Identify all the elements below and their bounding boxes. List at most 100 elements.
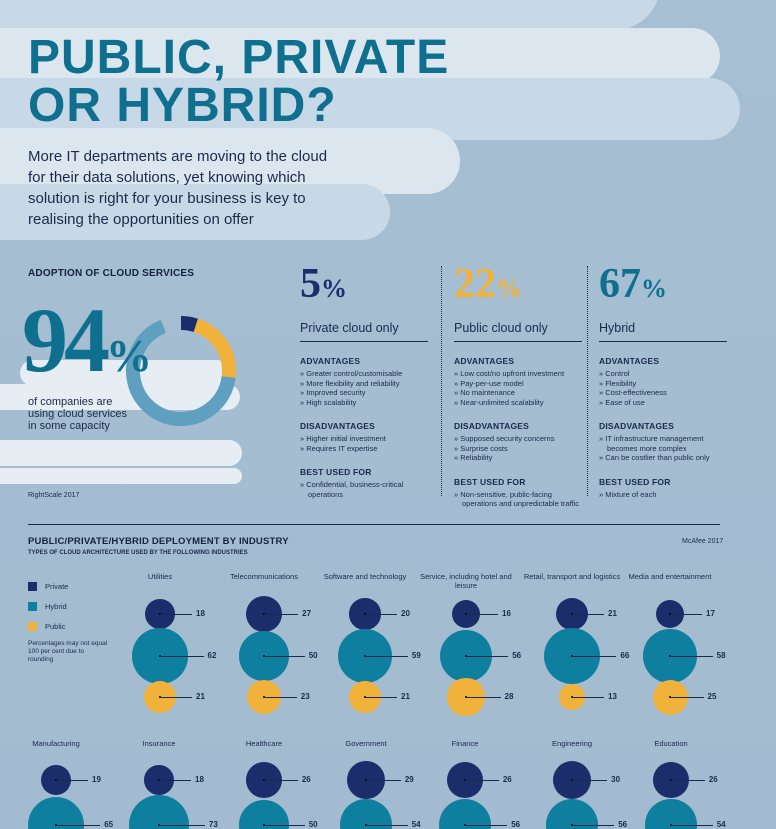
bubble-value: 54: [716, 820, 726, 829]
cloud-shape: [0, 184, 390, 240]
disadvantages-list: » IT infrastructure management becomes m…: [599, 434, 729, 463]
leader-line: [572, 697, 604, 698]
leader-line: [365, 656, 408, 657]
advantages-heading: ADVANTAGES: [300, 356, 361, 366]
industry-label: Finance: [451, 739, 479, 748]
bubble-private: [347, 761, 385, 799]
bubble-value: 18: [196, 609, 205, 618]
bubble-private: [40, 764, 72, 796]
bubble-center: [364, 823, 367, 826]
disadvantages-list: » Supposed security concerns» Surprise c…: [454, 434, 584, 463]
bubble-value: 17: [706, 609, 715, 618]
leader-line: [366, 825, 408, 826]
legend-label: Private: [45, 581, 69, 591]
bubble-center: [158, 612, 161, 615]
cloud-column-1: 22% Public cloud only ADVANTAGES » Low cost…: [454, 262, 584, 509]
leader-line: [671, 825, 713, 826]
list-item: » Improved security: [300, 388, 366, 397]
bubble-center: [570, 695, 573, 698]
adoption-heading: ADOPTION OF CLOUD SERVICES: [28, 268, 195, 279]
bubble-private: [349, 598, 381, 630]
list-item: » Cost-effectiveness: [599, 388, 667, 397]
leader-line: [160, 614, 192, 615]
cloud-shape: [0, 28, 720, 84]
column-percentage: 67%: [599, 261, 667, 307]
leader-line: [466, 697, 501, 698]
leader-line: [466, 614, 498, 615]
bubble-value: 26: [301, 775, 311, 784]
industry-source: McAfee 2017: [682, 538, 724, 545]
bubble-value: 27: [302, 609, 312, 618]
bubble-center: [262, 778, 265, 781]
adoption-big-number: 94%: [22, 289, 152, 391]
bubble-center: [157, 778, 160, 781]
leader-line: [365, 614, 397, 615]
bubble-value: 26: [502, 775, 512, 784]
list-item: » Control: [599, 369, 630, 378]
advantages-list: » Greater control/customisable» More fle…: [300, 369, 430, 407]
bubble-center: [158, 654, 161, 657]
bubble-private: [655, 599, 685, 629]
best-list: » Non-sensitive, public-facing operation…: [454, 490, 584, 509]
list-item: » Confidential, business-critical operat…: [300, 480, 404, 499]
section-divider: [28, 524, 720, 525]
bubble-center: [363, 695, 366, 698]
bubble-value: 20: [401, 609, 410, 618]
leader-line: [159, 780, 191, 781]
bubble-private: [144, 765, 174, 795]
bubble-center: [570, 823, 573, 826]
industry-label: Media and entertainment: [628, 572, 712, 581]
bubble-public: [143, 680, 177, 714]
disadvantages-heading: DISADVANTAGES: [454, 421, 530, 431]
bubble-value: 21: [401, 692, 410, 701]
rounding-note: Percentages may not equal 100 per cent d…: [28, 640, 108, 663]
legend-item: Private: [28, 576, 68, 596]
industry-subheading: TYPES OF CLOUD ARCHITECTURE USED BY THE …: [28, 550, 248, 556]
leader-line: [56, 780, 88, 781]
cloud-column-2: 67% Hybrid ADVANTAGES » Control» Flexibilit…: [599, 262, 729, 499]
column-label: Hybrid: [599, 321, 727, 342]
leader-line: [264, 697, 297, 698]
bubble-value: 18: [195, 775, 204, 784]
list-item: » Can be costlier than public only: [599, 453, 710, 462]
industry-heading: PUBLIC/PRIVATE/HYBRID DEPLOYMENT BY INDU…: [28, 536, 289, 547]
bubble-center: [363, 654, 366, 657]
list-item: » IT infrastructure management becomes m…: [599, 434, 704, 453]
leader-line: [465, 780, 499, 781]
column-percentage: 5%: [300, 261, 347, 307]
bubble-value: 73: [208, 820, 218, 829]
advantages-heading: ADVANTAGES: [599, 356, 660, 366]
bubble-value: 62: [207, 651, 217, 660]
adoption-donut: [126, 316, 236, 426]
leader-line: [366, 780, 401, 781]
bubble-center: [668, 654, 671, 657]
advantages-list: » Low cost/no upfront investment» Pay-pe…: [454, 369, 584, 407]
bubble-center: [669, 823, 672, 826]
leader-line: [159, 825, 205, 826]
column-divider: [441, 266, 442, 496]
cloud-shape: [0, 384, 240, 410]
bubble-value: 25: [707, 692, 717, 701]
bubble-value: 56: [618, 820, 628, 829]
list-item: » Low cost/no upfront investment: [454, 369, 565, 378]
bubble-center: [157, 823, 160, 826]
advantages-list: » Control» Flexibility» Cost-effectivene…: [599, 369, 729, 407]
cloud-shape: [0, 440, 242, 466]
leader-line: [465, 825, 508, 826]
bubble-private: [555, 597, 589, 631]
adoption-source: RightScale 2017: [28, 492, 80, 499]
donut-segment-public: [193, 318, 236, 378]
column-label: Public cloud only: [454, 321, 582, 342]
column-divider: [587, 266, 588, 496]
leader-line: [670, 697, 704, 698]
legend-label: Public: [45, 621, 66, 631]
bubble-center: [262, 823, 265, 826]
bubble-value: 50: [308, 651, 318, 660]
donut-segment-hybrid: [126, 319, 236, 426]
bubble-center: [54, 778, 57, 781]
bubble-center: [570, 612, 573, 615]
bubble-center: [363, 612, 366, 615]
bubble-center: [158, 695, 161, 698]
bubble-center: [262, 695, 265, 698]
column-label: Private cloud only: [300, 321, 428, 342]
